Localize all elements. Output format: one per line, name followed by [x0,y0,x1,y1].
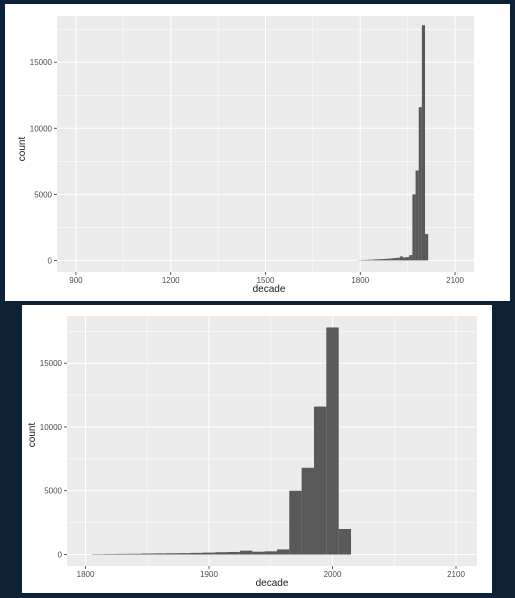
histogram-bar [406,257,410,261]
histogram-bar [128,553,142,555]
histogram-bar [301,467,314,555]
histogram-bar [368,259,372,261]
chart-panel-full-range: decade count 900 1200 1500 1800 2100 0 5000 100… [5,4,510,301]
histogram-bar [377,259,381,261]
histogram-bar [415,170,419,261]
histogram-bar [421,25,426,261]
y-tick-label: 0 [58,551,63,560]
histogram-bar [165,553,179,555]
histogram-bar [264,551,277,555]
histogram-bar [390,258,394,261]
histogram-zoomed: decade count 1800 1900 2000 210005000100001… [27,316,477,589]
histogram-bar [396,257,400,261]
x-tick-label: 2100 [446,276,464,285]
histogram-bar [383,258,388,261]
histogram-bar [371,259,375,261]
histogram-bar [178,553,191,555]
y-tick-label: 15000 [30,58,53,67]
x-tick-label: 1800 [77,570,95,579]
histogram-bar [239,550,253,555]
histogram-bar [141,553,154,555]
x-tick-label: 2000 [324,570,342,579]
y-axis-title: count [27,423,38,448]
histogram-bar [326,327,339,555]
y-tick-label: 10000 [40,423,63,432]
histogram-bar [393,257,397,261]
histogram-bar [399,256,403,261]
y-tick-label: 0 [48,256,53,265]
histogram-bar [215,552,228,555]
x-tick-label: 1800 [351,276,369,285]
histogram-bar [402,257,407,261]
histogram-bar [276,549,290,555]
histogram-bar [104,554,117,555]
chart-panel-zoomed: decade count 1800 1900 2000 2100 0 5000 10000 1… [22,305,492,593]
histogram-bar [313,406,327,555]
plot-background [67,316,477,566]
histogram-bar [289,490,302,555]
histogram-bar [116,553,129,555]
x-tick-label: 1900 [200,570,218,579]
x-tick-label: 900 [69,276,83,285]
histogram-bar [374,259,378,261]
y-axis-title: count [17,137,28,162]
histogram-bar [365,259,369,261]
y-tick-label: 15000 [40,359,63,368]
y-tick-label: 10000 [30,124,53,133]
x-axis-title: decade [253,284,286,295]
histogram-full-range: decade count 900 1200 1500 1800 2100 0 5000 100… [17,16,474,295]
y-tick-label: 5000 [44,487,62,496]
histogram-bar [380,259,384,261]
histogram-bar [418,107,422,261]
histogram-bar [409,255,413,261]
x-tick-label: 1500 [257,276,275,285]
y-tick-label: 5000 [34,190,52,199]
histogram-bar [425,233,429,261]
histogram-bar [412,194,416,261]
histogram-bar [202,552,216,555]
x-tick-label: 1200 [162,276,180,285]
histogram-bar [252,551,265,555]
x-axis-title: decade [256,578,289,589]
plot-area: 900 1200 1500 1800 2100 0 5000 10000 15000 [30,16,474,285]
histogram-bar [338,529,352,555]
histogram-bar [190,552,203,555]
histogram-bar [227,551,240,555]
histogram-bar [387,258,391,261]
plot-area: 1800 1900 2000 2100 0 5000 10000 15000 [40,316,477,579]
histogram-bar [153,553,166,555]
x-tick-label: 2100 [447,570,465,579]
